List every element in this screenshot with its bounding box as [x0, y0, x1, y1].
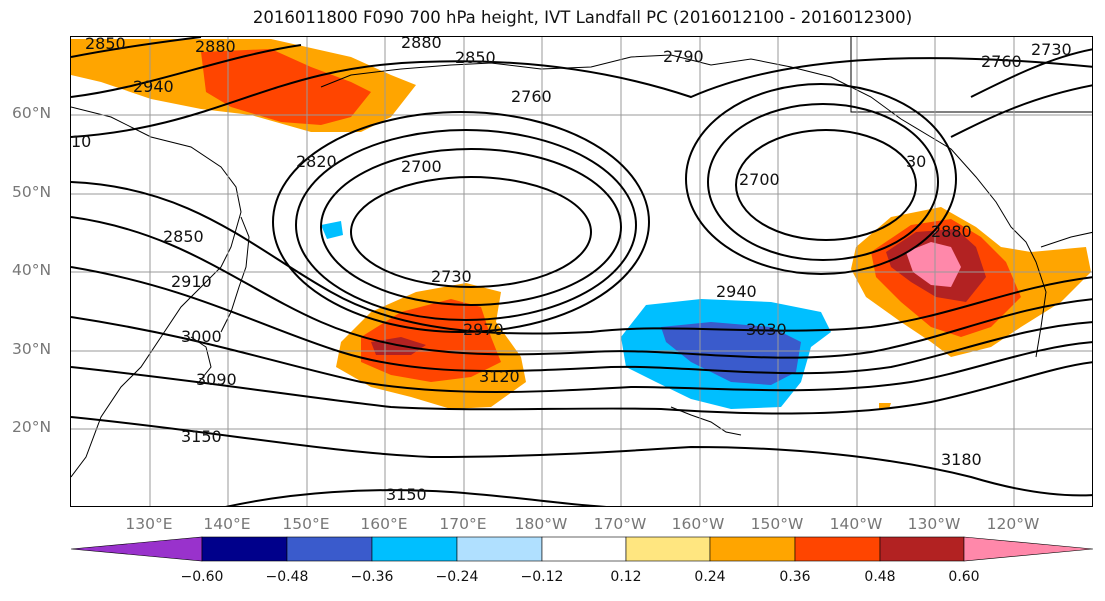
lon-label: 140°E — [203, 515, 251, 533]
colorbar-tick: −0.24 — [435, 569, 479, 585]
contour-label: 3000 — [181, 327, 222, 346]
lon-label: 150°W — [750, 515, 804, 533]
contour-label: 2880 — [401, 37, 442, 52]
colorbar-tick: −0.36 — [350, 569, 394, 585]
colorbar-segment — [963, 536, 1094, 562]
contour-label: 2880 — [195, 37, 236, 56]
contour-label: 2880 — [931, 222, 972, 241]
colorbar-segment — [70, 536, 203, 562]
contour-label: 2940 — [133, 77, 174, 96]
colorbar-segment — [709, 536, 796, 562]
colorbar-segment — [371, 536, 458, 562]
contour-labels: 2850 2880 2880 2850 2790 2730 2760 2940 … — [71, 37, 1072, 504]
contour-label: 2730 — [431, 267, 472, 286]
lat-label: 30°N — [12, 340, 52, 358]
contour-label: 30 — [906, 152, 926, 171]
coastlines — [71, 37, 1092, 478]
contour-label: 2790 — [663, 47, 704, 66]
colorbar-segment — [456, 536, 543, 562]
contour-label: 3120 — [479, 367, 520, 386]
contour-label: 2850 — [163, 227, 204, 246]
contour-label: 3150 — [181, 427, 222, 446]
contour-label: 2730 — [1031, 40, 1072, 59]
contour-label: 3150 — [386, 485, 427, 504]
contour-label: 2850 — [455, 48, 496, 67]
map-title: 2016011800 F090 700 hPa height, IVT Land… — [252, 8, 913, 27]
lon-label: 160°E — [360, 515, 408, 533]
contour-label: 3090 — [196, 370, 237, 389]
colorbar-segment — [879, 536, 965, 562]
contour-label: 3030 — [746, 320, 787, 339]
lon-label: 180°W — [514, 515, 568, 533]
contour-label: 2760 — [511, 87, 552, 106]
lon-label: 130°E — [125, 515, 173, 533]
lat-label: 40°N — [12, 261, 52, 279]
contour-label: 3180 — [941, 450, 982, 469]
contour-label: 10 — [71, 132, 91, 151]
contour-label: 2970 — [463, 320, 504, 339]
colorbar-tick: −0.48 — [265, 569, 309, 585]
lon-label: 140°W — [829, 515, 883, 533]
map-panel: 2850 2880 2880 2850 2790 2730 2760 2940 … — [70, 36, 1093, 507]
colorbar-segments — [70, 536, 1094, 562]
contour-label: 2850 — [85, 37, 126, 53]
colorbar-segment — [794, 536, 881, 562]
lon-label: 120°W — [986, 515, 1040, 533]
lat-label: 50°N — [12, 183, 52, 201]
contour-label: 2700 — [739, 170, 780, 189]
contour-label: 2940 — [716, 282, 757, 301]
contour-label: 2760 — [981, 52, 1022, 71]
contour-label: 2700 — [401, 157, 442, 176]
colorbar — [70, 536, 1094, 562]
lon-label: 160°W — [671, 515, 725, 533]
colorbar-segment — [201, 536, 288, 562]
lat-label: 60°N — [12, 104, 52, 122]
colorbar-segment — [625, 536, 711, 562]
colorbar-tick: 0.48 — [864, 569, 896, 585]
colorbar-segment — [286, 536, 373, 562]
colorbar-tick: 0.24 — [694, 569, 726, 585]
lon-label: 170°E — [439, 515, 487, 533]
colorbar-tick: 0.12 — [610, 569, 642, 585]
colorbar-tick: −0.60 — [180, 569, 224, 585]
lon-label: 150°E — [282, 515, 330, 533]
colorbar-tick: 0.60 — [948, 569, 980, 585]
lat-label: 20°N — [12, 418, 52, 436]
height-contours — [71, 37, 1092, 506]
colorbar-tick: −0.12 — [520, 569, 564, 585]
colorbar-segment — [541, 536, 627, 562]
lon-label: 130°W — [907, 515, 961, 533]
contour-label: 2910 — [171, 272, 212, 291]
contour-label: 2820 — [296, 152, 337, 171]
map-canvas: 2850 2880 2880 2850 2790 2730 2760 2940 … — [71, 37, 1092, 506]
lon-label: 170°W — [593, 515, 647, 533]
colorbar-tick: 0.36 — [779, 569, 811, 585]
